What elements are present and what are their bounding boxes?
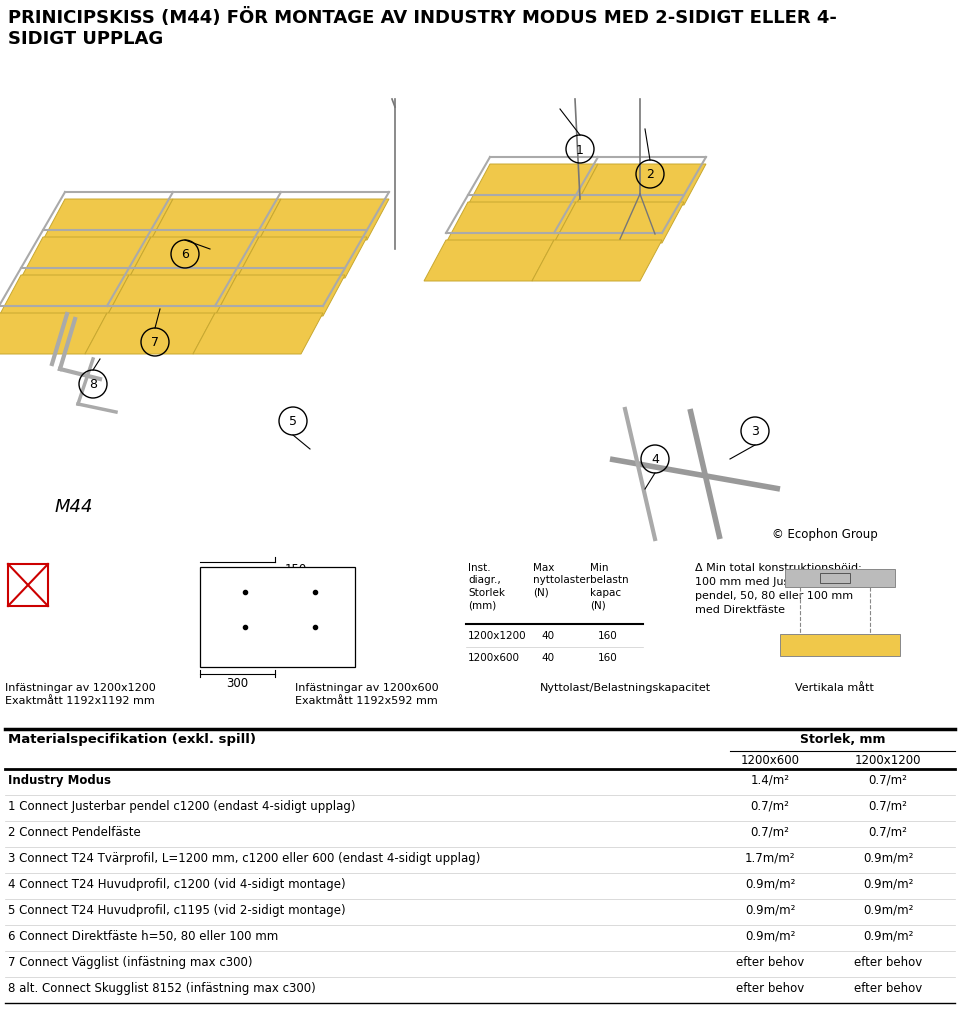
Bar bbox=[785, 570, 895, 587]
Text: 0.9m/m²: 0.9m/m² bbox=[863, 929, 913, 943]
Polygon shape bbox=[85, 314, 215, 355]
Polygon shape bbox=[215, 276, 345, 317]
Text: Max
nyttolaster
(N): Max nyttolaster (N) bbox=[533, 562, 590, 597]
Polygon shape bbox=[21, 237, 151, 279]
Polygon shape bbox=[468, 165, 598, 206]
Text: 5: 5 bbox=[289, 415, 297, 428]
Text: 160: 160 bbox=[598, 631, 617, 640]
Text: 3 Connect T24 Tvärprofil, L=1200 mm, c1200 eller 600 (endast 4-sidigt upplag): 3 Connect T24 Tvärprofil, L=1200 mm, c12… bbox=[8, 851, 480, 864]
Text: efter behov: efter behov bbox=[736, 981, 804, 994]
Text: 0.7/m²: 0.7/m² bbox=[869, 799, 907, 812]
Text: M44: M44 bbox=[55, 497, 93, 516]
Text: 300: 300 bbox=[226, 677, 248, 689]
Text: 8: 8 bbox=[89, 378, 97, 391]
Text: efter behov: efter behov bbox=[736, 955, 804, 968]
Polygon shape bbox=[424, 240, 554, 281]
Text: 7: 7 bbox=[151, 336, 159, 350]
Text: Δ Min total konstruktionshöjd:
100 mm med Justerbar
pendel, 50, 80 eller 100 mm
: Δ Min total konstruktionshöjd: 100 mm me… bbox=[695, 562, 862, 614]
Text: 1 Connect Justerbar pendel c1200 (endast 4-sidigt upplag): 1 Connect Justerbar pendel c1200 (endast… bbox=[8, 799, 355, 812]
Text: Storlek, mm: Storlek, mm bbox=[800, 733, 885, 745]
Text: 160: 160 bbox=[598, 652, 617, 662]
Text: 3: 3 bbox=[751, 425, 759, 438]
Text: PRINICIPSKISS (M44) FÖR MONTAGE AV INDUSTRY MODUS MED 2-SIDIGT ELLER 4-: PRINICIPSKISS (M44) FÖR MONTAGE AV INDUS… bbox=[8, 8, 837, 26]
Polygon shape bbox=[554, 203, 684, 244]
Text: 0.7/m²: 0.7/m² bbox=[751, 825, 789, 839]
Text: 1.4/m²: 1.4/m² bbox=[751, 773, 789, 787]
Text: 1: 1 bbox=[576, 144, 584, 156]
Polygon shape bbox=[151, 200, 281, 240]
Text: 4: 4 bbox=[651, 453, 659, 466]
Polygon shape bbox=[129, 237, 259, 279]
Polygon shape bbox=[259, 200, 389, 240]
Text: 0.9m/m²: 0.9m/m² bbox=[745, 929, 795, 943]
Text: 0.9m/m²: 0.9m/m² bbox=[745, 903, 795, 916]
Text: 0.7/m²: 0.7/m² bbox=[869, 825, 907, 839]
Bar bbox=[820, 574, 850, 584]
Polygon shape bbox=[576, 165, 706, 206]
Text: © Ecophon Group: © Ecophon Group bbox=[772, 528, 878, 540]
Text: 1200x1200: 1200x1200 bbox=[854, 753, 922, 766]
Text: 0.7/m²: 0.7/m² bbox=[751, 799, 789, 812]
Text: 0.9m/m²: 0.9m/m² bbox=[863, 903, 913, 916]
Text: 7 Connect Vägglist (infästning max c300): 7 Connect Vägglist (infästning max c300) bbox=[8, 955, 252, 968]
Polygon shape bbox=[193, 314, 323, 355]
Text: Vertikala mått: Vertikala mått bbox=[795, 683, 874, 692]
Text: 40: 40 bbox=[541, 631, 554, 640]
Text: 0.9m/m²: 0.9m/m² bbox=[745, 877, 795, 891]
Text: 1200x1200: 1200x1200 bbox=[468, 631, 527, 640]
Text: 1200x600: 1200x600 bbox=[740, 753, 800, 766]
Text: 1200x600: 1200x600 bbox=[468, 652, 520, 662]
Text: 40: 40 bbox=[541, 652, 554, 662]
Text: 0.7/m²: 0.7/m² bbox=[869, 773, 907, 787]
Text: 150: 150 bbox=[285, 562, 307, 576]
Text: Materialspecifikation (exkl. spill): Materialspecifikation (exkl. spill) bbox=[8, 733, 256, 745]
Polygon shape bbox=[532, 240, 662, 281]
Text: 6: 6 bbox=[181, 249, 189, 261]
Polygon shape bbox=[43, 200, 173, 240]
Text: Inst.
diagr.,
Storlek
(mm): Inst. diagr., Storlek (mm) bbox=[468, 562, 505, 609]
Polygon shape bbox=[237, 237, 367, 279]
Text: 2 Connect Pendelfäste: 2 Connect Pendelfäste bbox=[8, 825, 141, 839]
Text: SIDIGT UPPLAG: SIDIGT UPPLAG bbox=[8, 30, 163, 48]
Bar bbox=[200, 568, 355, 667]
Text: 1.7m/m²: 1.7m/m² bbox=[745, 851, 795, 864]
Text: 6 Connect Direktfäste h=50, 80 eller 100 mm: 6 Connect Direktfäste h=50, 80 eller 100… bbox=[8, 929, 278, 943]
Text: Infästningar av 1200x1200
Exaktmått 1192x1192 mm: Infästningar av 1200x1200 Exaktmått 1192… bbox=[5, 683, 156, 705]
Polygon shape bbox=[446, 203, 576, 244]
Bar bbox=[780, 635, 900, 656]
Text: 5 Connect T24 Huvudprofil, c1195 (vid 2-sidigt montage): 5 Connect T24 Huvudprofil, c1195 (vid 2-… bbox=[8, 903, 346, 916]
Polygon shape bbox=[0, 276, 129, 317]
Text: Industry Modus: Industry Modus bbox=[8, 773, 111, 787]
Text: 4 Connect T24 Huvudprofil, c1200 (vid 4-sidigt montage): 4 Connect T24 Huvudprofil, c1200 (vid 4-… bbox=[8, 877, 346, 891]
Text: 2: 2 bbox=[646, 168, 654, 181]
Polygon shape bbox=[0, 314, 107, 355]
Bar bbox=[8, 565, 48, 606]
Text: Nyttolast/Belastningskapacitet: Nyttolast/Belastningskapacitet bbox=[540, 683, 711, 692]
Text: efter behov: efter behov bbox=[853, 955, 923, 968]
Text: 0.9m/m²: 0.9m/m² bbox=[863, 877, 913, 891]
Text: efter behov: efter behov bbox=[853, 981, 923, 994]
Text: Min
belastn
kapac
(N): Min belastn kapac (N) bbox=[590, 562, 629, 609]
Text: 8 alt. Connect Skugglist 8152 (infästning max c300): 8 alt. Connect Skugglist 8152 (infästnin… bbox=[8, 981, 316, 994]
Text: 0.9m/m²: 0.9m/m² bbox=[863, 851, 913, 864]
Text: Infästningar av 1200x600
Exaktmått 1192x592 mm: Infästningar av 1200x600 Exaktmått 1192x… bbox=[295, 683, 439, 705]
Polygon shape bbox=[107, 276, 237, 317]
